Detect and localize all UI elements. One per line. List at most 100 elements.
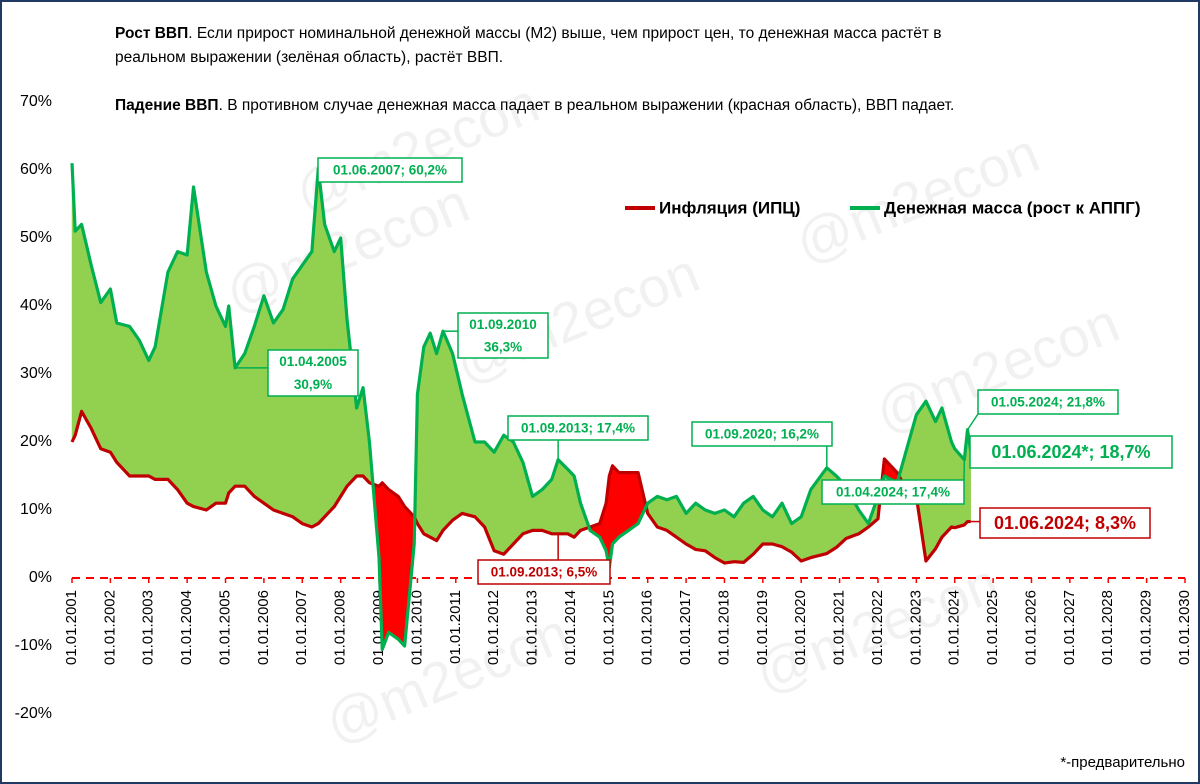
header-line: реальном выражении (зелёная область), ра… (115, 49, 503, 66)
callout-box (691, 421, 833, 447)
gap-area (657, 496, 668, 531)
x-tick-label: 01.01.2010 (408, 590, 425, 665)
gap-area (129, 325, 140, 477)
x-tick-label: 01.01.2019 (754, 590, 771, 665)
data-label: 01.09.2013; 17,4% (521, 421, 635, 436)
gap-area (177, 251, 188, 504)
gap-area (612, 465, 620, 545)
x-tick-label: 01.01.2021 (831, 590, 848, 665)
gap-area (429, 333, 437, 542)
x-tick-label: 01.01.2002 (101, 590, 118, 665)
x-tick-label: 01.01.2005 (216, 590, 233, 665)
y-tick-label: -20% (15, 705, 52, 722)
x-tick-label: 01.01.2016 (639, 590, 656, 665)
data-label: 01.06.2024*; 18,7% (991, 442, 1150, 462)
data-label: 01.06.2024; 8,3% (994, 513, 1136, 533)
gap-area (74, 223, 82, 436)
x-tick-label: 01.01.2025 (984, 590, 1001, 665)
callout-box (477, 559, 611, 585)
x-tick-label: 01.01.2011 (447, 590, 464, 664)
x-tick-label: 01.01.2006 (255, 590, 272, 665)
header-text: реальном выражении (зелёная область), ра… (115, 49, 503, 66)
header-text: . В противном случае денежная масса пада… (219, 97, 955, 114)
gap-area (273, 308, 284, 514)
data-label: 01.09.2013; 6,5% (491, 565, 598, 580)
x-tick-label: 01.01.2022 (869, 590, 886, 665)
header-line: Падение ВВП. В противном случае денежная… (115, 97, 954, 114)
x-tick-label: 01.01.2007 (293, 590, 310, 665)
data-label: 30,9% (294, 377, 332, 392)
data-label: 01.04.2024; 17,4% (836, 485, 950, 500)
gap-area (442, 331, 453, 532)
gap-area (423, 333, 431, 538)
data-label: 01.09.2010 (469, 317, 537, 332)
callout-box (317, 157, 463, 183)
legend-label: Инфляция (ИПЦ) (659, 198, 800, 217)
gap-area (206, 271, 217, 511)
gap-area (618, 472, 629, 538)
series-line (70, 409, 971, 565)
gap-area (167, 251, 178, 491)
gap-area (436, 331, 444, 542)
data-label: 01.06.2007; 60,2% (333, 163, 447, 178)
x-tick-label: 01.01.2024 (946, 590, 963, 665)
x-tick-label: 01.01.2014 (562, 590, 579, 665)
x-tick-label: 01.01.2004 (178, 590, 195, 665)
x-tick-label: 01.01.2029 (1138, 590, 1155, 665)
header-text: . Если прирост номинальной денежной масс… (188, 25, 941, 42)
y-tick-label: 40% (20, 297, 52, 314)
y-tick-label: 20% (20, 433, 52, 450)
data-label: 01.09.2020; 16,2% (705, 427, 819, 442)
x-tick-label: 01.01.2017 (677, 590, 694, 665)
callout-pointer (966, 413, 979, 431)
header-bold: Рост ВВП (115, 25, 188, 42)
y-tick-label: 60% (20, 161, 52, 178)
header-line: Рост ВВП. Если прирост номинальной денеж… (115, 25, 941, 42)
x-tick-label: 01.01.2020 (792, 590, 809, 665)
x-tick-label: 01.01.2028 (1099, 590, 1116, 665)
x-tick-label: 01.01.2013 (524, 590, 541, 665)
y-tick-label: 50% (20, 229, 52, 246)
y-tick-label: 30% (20, 365, 52, 382)
data-label: 36,3% (484, 339, 522, 354)
x-tick-label: 01.01.2015 (600, 590, 617, 665)
gap-area (557, 459, 568, 535)
gap-area (474, 441, 485, 528)
x-tick-label: 01.01.2008 (332, 590, 349, 665)
x-tick-label: 01.01.2027 (1061, 590, 1078, 665)
gap-area (567, 468, 575, 538)
x-tick-label: 01.01.2018 (715, 590, 732, 665)
callout-box (507, 415, 649, 441)
gap-area (381, 482, 389, 650)
gap-area (116, 322, 130, 477)
y-tick-label: 0% (29, 569, 52, 586)
header-bold: Падение ВВП (115, 97, 219, 114)
plot: -20% -10% 0% 10% 20% 30% 40% 50% 60% 70% 01.01.200… (15, 93, 1193, 722)
data-label: 01.05.2024; 21,8% (991, 395, 1105, 410)
x-tick-label: 01.01.2012 (485, 590, 502, 665)
gap-area (397, 495, 405, 647)
y-tick-label: 70% (20, 93, 52, 110)
gap-area (724, 509, 735, 564)
callout-box (267, 349, 359, 397)
callout-box (969, 435, 1173, 469)
gap-area (148, 346, 156, 480)
x-tick-label: 01.01.2030 (1176, 590, 1193, 665)
gap-area (743, 495, 754, 563)
legend-label: Денежная масса (рост к АППГ) (884, 198, 1141, 217)
gap-area (215, 305, 226, 504)
x-tick-label: 01.01.2003 (140, 590, 157, 665)
gap-area (282, 278, 293, 518)
gap-area (234, 352, 245, 487)
footnote: *-предварительно (1060, 754, 1185, 771)
gap-area (628, 472, 639, 531)
gap-area (225, 305, 229, 504)
x-tick-label: 01.01.2001 (63, 590, 80, 665)
callout-box (821, 479, 965, 505)
gap-area (935, 407, 943, 550)
gap-area (714, 509, 725, 564)
gap-area (263, 295, 274, 511)
callout-box (457, 312, 549, 359)
header: Рост ВВП. Если прирост номинальной денеж… (115, 25, 954, 114)
